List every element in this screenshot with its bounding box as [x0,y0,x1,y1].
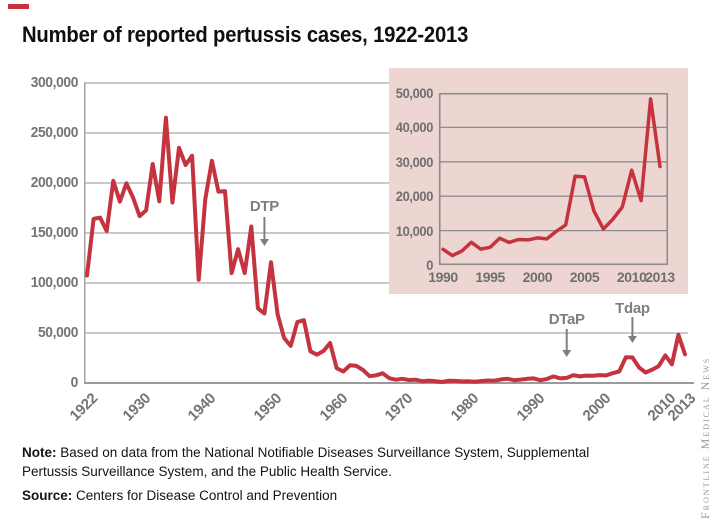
inset-data-line [441,97,662,258]
main-x-tick-label: 2000 [579,390,614,425]
main-x-tick-label: 1990 [513,390,548,425]
annotation-arrow-head [627,336,637,343]
inset-y-tick-label: 0 [426,257,433,273]
inset-chart-plot [438,92,669,266]
annotation-arrow-head [259,239,269,246]
main-x-tick-label: 1960 [316,390,351,425]
main-y-tick-label: 100,000 [30,274,79,291]
main-y-tick-label: 0 [70,374,79,391]
brand-accent-dash [8,4,29,9]
inset-x-tick-label: 2013 [645,269,675,285]
inset-x-tick-label: 2005 [569,269,600,285]
main-x-tick-label: 2010 [644,390,680,425]
note-body: Based on data from the National Notifiab… [22,445,590,479]
note-label: Note: [22,445,57,460]
inset-x-tick-label: 1990 [428,269,458,285]
source-body: Centers for Disease Control and Preventi… [76,488,338,503]
inset-chart-panel: 0 10,000 20,000 30,000 40,000 50,000 1990 1995 2… [389,68,688,294]
inset-x-tick-label: 2000 [522,269,553,285]
main-x-tick-label: 2013 [664,390,700,425]
note-text: Note: Based on data from the National No… [22,443,642,481]
main-x-tick-label: 1980 [447,390,483,425]
main-y-tick-label: 200,000 [30,174,79,191]
main-x-tick-label: 1922 [66,390,102,425]
source-text: Source: Centers for Disease Control and … [22,486,642,505]
chart-title: Number of reported pertussis cases, 1922… [22,22,469,47]
inset-x-tick-label: 2010 [616,269,647,285]
brand-vertical-text: Frontline Medical News [698,356,712,519]
source-label: Source: [22,488,73,503]
main-y-tick-label: 150,000 [30,224,79,241]
inset-y-tick-label: 10,000 [395,222,434,239]
annotation-label-dtp: DTP [249,198,279,215]
annotation-label-dtap: DTaP [548,311,585,328]
inset-y-tick-label: 50,000 [395,85,434,101]
annotation-arrow-head [562,350,572,357]
main-y-tick-label: 50,000 [37,324,78,341]
main-x-tick-label: 1930 [119,390,154,425]
main-x-tick-label: 1970 [381,390,417,425]
inset-plot-border [438,92,669,266]
inset-y-tick-label: 20,000 [395,188,434,205]
main-y-tick-label: 250,000 [30,124,79,141]
main-x-tick-label: 1950 [250,390,286,425]
main-y-tick-label: 300,000 [30,74,79,91]
annotation-label-tdap: Tdap [615,300,650,317]
inset-y-tick-label: 30,000 [395,153,434,170]
inset-x-tick-label: 1995 [475,269,505,285]
main-x-tick-label: 1940 [184,390,220,425]
inset-y-tick-label: 40,000 [395,119,434,136]
